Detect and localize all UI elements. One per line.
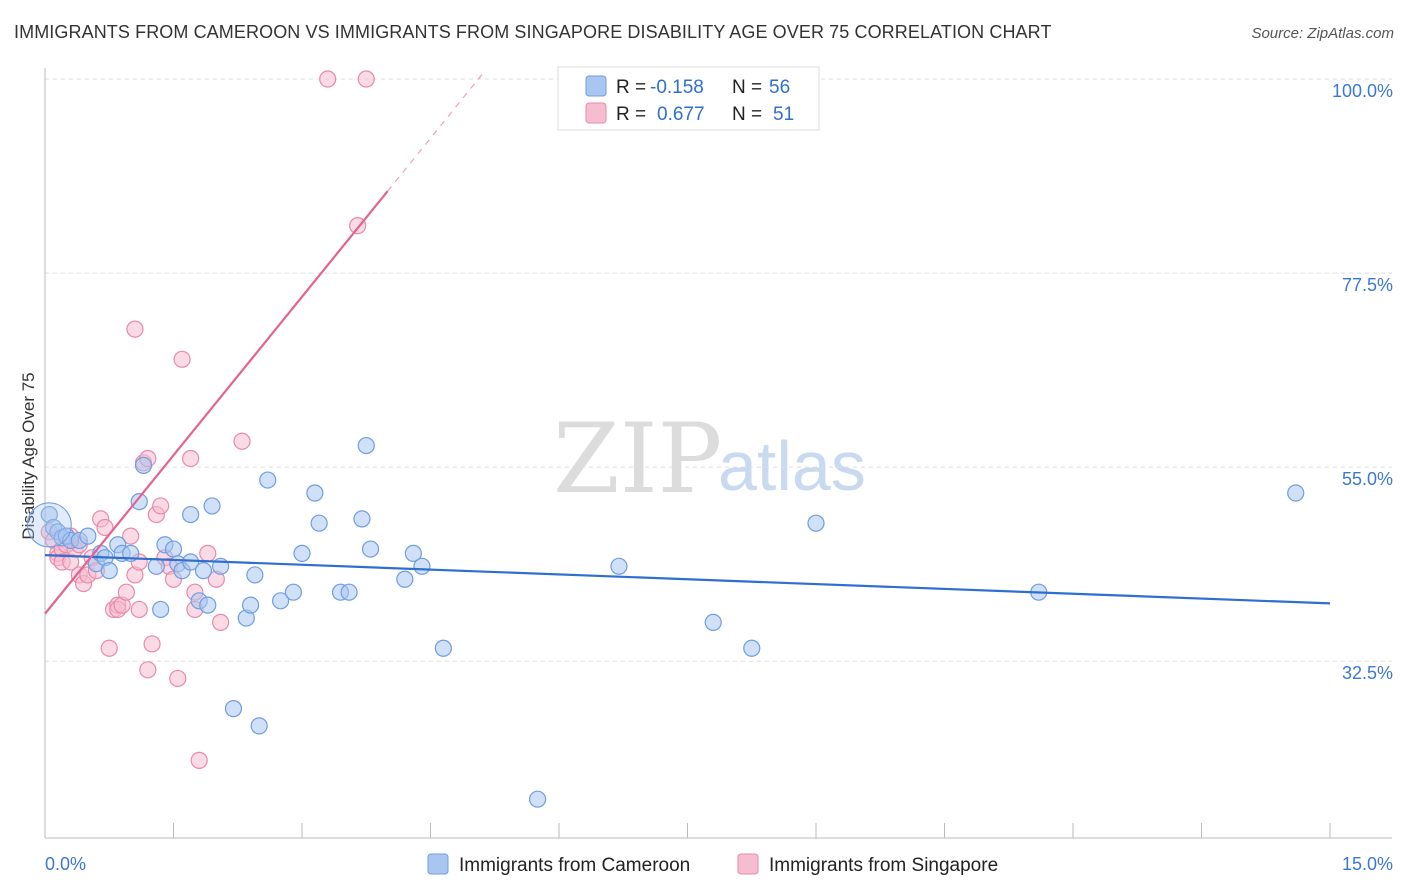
point-cameroon — [807, 514, 825, 532]
point-cameroon — [134, 456, 153, 474]
point-cameroon — [404, 544, 422, 562]
point-cameroon — [194, 562, 213, 580]
legend-r-value-singapore: 0.677 — [657, 104, 705, 125]
point-cameroon — [164, 540, 183, 558]
point-cameroon — [130, 493, 148, 511]
point-singapore — [357, 70, 375, 88]
point-singapore — [233, 432, 251, 450]
point-singapore — [182, 449, 200, 468]
legend-r-label-cameroon: R = — [616, 77, 646, 98]
legend-swatch-cameroon — [585, 75, 607, 97]
x-tick-label-max: 15.0% — [1342, 854, 1393, 874]
point-singapore — [126, 320, 144, 338]
point-cameroon — [310, 514, 328, 532]
y-tick-labels: 32.5% 55.0% 77.5% 100.0% — [1332, 81, 1393, 683]
bottom-legend-label-singapore: Immigrants from Singapore — [769, 855, 998, 876]
point-cameroon — [79, 527, 97, 545]
point-cameroon — [357, 436, 375, 455]
point-cameroon — [396, 570, 414, 588]
point-cameroon — [1287, 484, 1305, 502]
y-tick-label: 100.0% — [1332, 81, 1393, 101]
point-cameroon — [306, 484, 324, 502]
point-cameroon — [100, 562, 118, 580]
point-singapore — [190, 751, 208, 769]
axes — [44, 68, 1392, 839]
point-cameroon — [224, 700, 243, 718]
point-singapore — [130, 600, 148, 619]
point-cameroon — [250, 717, 268, 735]
bottom-legend-label-cameroon: Immigrants from Cameroon — [459, 855, 690, 876]
point-cameroon — [361, 540, 380, 558]
watermark: ZIP atlas — [553, 403, 866, 515]
watermark-zip: ZIP — [553, 403, 722, 515]
point-cameroon — [203, 497, 221, 515]
point-singapore — [212, 613, 230, 631]
point-cameroon — [528, 790, 547, 808]
source-credit: Source: ZipAtlas.com — [1251, 25, 1394, 42]
bottom-legend-swatch-singapore — [737, 853, 759, 875]
point-singapore — [173, 350, 191, 368]
bottom-legend-swatch-cameroon — [427, 853, 449, 875]
point-cameroon — [284, 583, 303, 601]
point-singapore — [143, 635, 161, 653]
data-points — [26, 70, 1305, 808]
point-cameroon — [147, 557, 165, 575]
point-singapore — [139, 661, 157, 679]
point-cameroon — [182, 505, 200, 524]
x-tick-labels: 0.0% 15.0% — [45, 854, 1393, 874]
trend-lines — [44, 74, 1331, 615]
y-tick-label: 32.5% — [1342, 663, 1393, 683]
watermark-atlas: atlas — [718, 427, 866, 505]
legend-n-value-singapore: 51 — [773, 104, 794, 125]
gridlines — [45, 78, 1392, 662]
point-cameroon — [293, 544, 311, 562]
point-cameroon — [340, 583, 358, 601]
y-axis-label: Disability Age Over 75 — [19, 372, 38, 539]
point-singapore — [117, 583, 135, 601]
legend-n-label-cameroon: N = — [732, 77, 762, 98]
point-cameroon — [271, 592, 290, 610]
legend-swatch-singapore — [585, 102, 607, 124]
point-cameroon — [259, 471, 277, 489]
series-legend: Immigrants from Cameroon Immigrants from… — [427, 853, 998, 876]
point-cameroon — [413, 557, 431, 575]
point-singapore — [319, 70, 337, 88]
chart-title: IMMIGRANTS FROM CAMEROON VS IMMIGRANTS F… — [14, 22, 1052, 42]
point-singapore — [100, 639, 118, 657]
y-tick-label: 55.0% — [1342, 469, 1393, 489]
point-cameroon — [434, 639, 452, 657]
trend-line-cameroon — [44, 554, 1331, 605]
point-cameroon — [743, 639, 761, 657]
point-cameroon-cluster — [26, 502, 72, 548]
y-tick-label: 77.5% — [1342, 275, 1393, 295]
point-singapore — [199, 544, 217, 562]
x-tick-label-min: 0.0% — [45, 854, 86, 874]
trend-line-singapore — [44, 190, 389, 615]
legend-n-value-cameroon: 56 — [769, 77, 790, 98]
point-cameroon — [199, 596, 217, 614]
legend-n-label-singapore: N = — [732, 104, 762, 125]
point-cameroon — [353, 510, 371, 528]
point-cameroon — [242, 596, 260, 614]
point-singapore — [122, 527, 140, 545]
legend-r-value-cameroon: -0.158 — [650, 77, 704, 98]
point-cameroon — [152, 600, 170, 619]
legend-r-label-singapore: R = — [616, 104, 646, 125]
point-cameroon — [182, 553, 200, 571]
correlation-legend: R = -0.158 N = 56 R = 0.677 N = 51 — [557, 66, 820, 131]
point-singapore — [152, 497, 170, 515]
point-cameroon — [610, 557, 628, 575]
point-cameroon — [704, 613, 722, 631]
point-cameroon — [246, 566, 264, 584]
trend-line-singapore-extension — [387, 74, 483, 192]
point-singapore — [96, 518, 114, 537]
point-singapore — [169, 669, 187, 688]
